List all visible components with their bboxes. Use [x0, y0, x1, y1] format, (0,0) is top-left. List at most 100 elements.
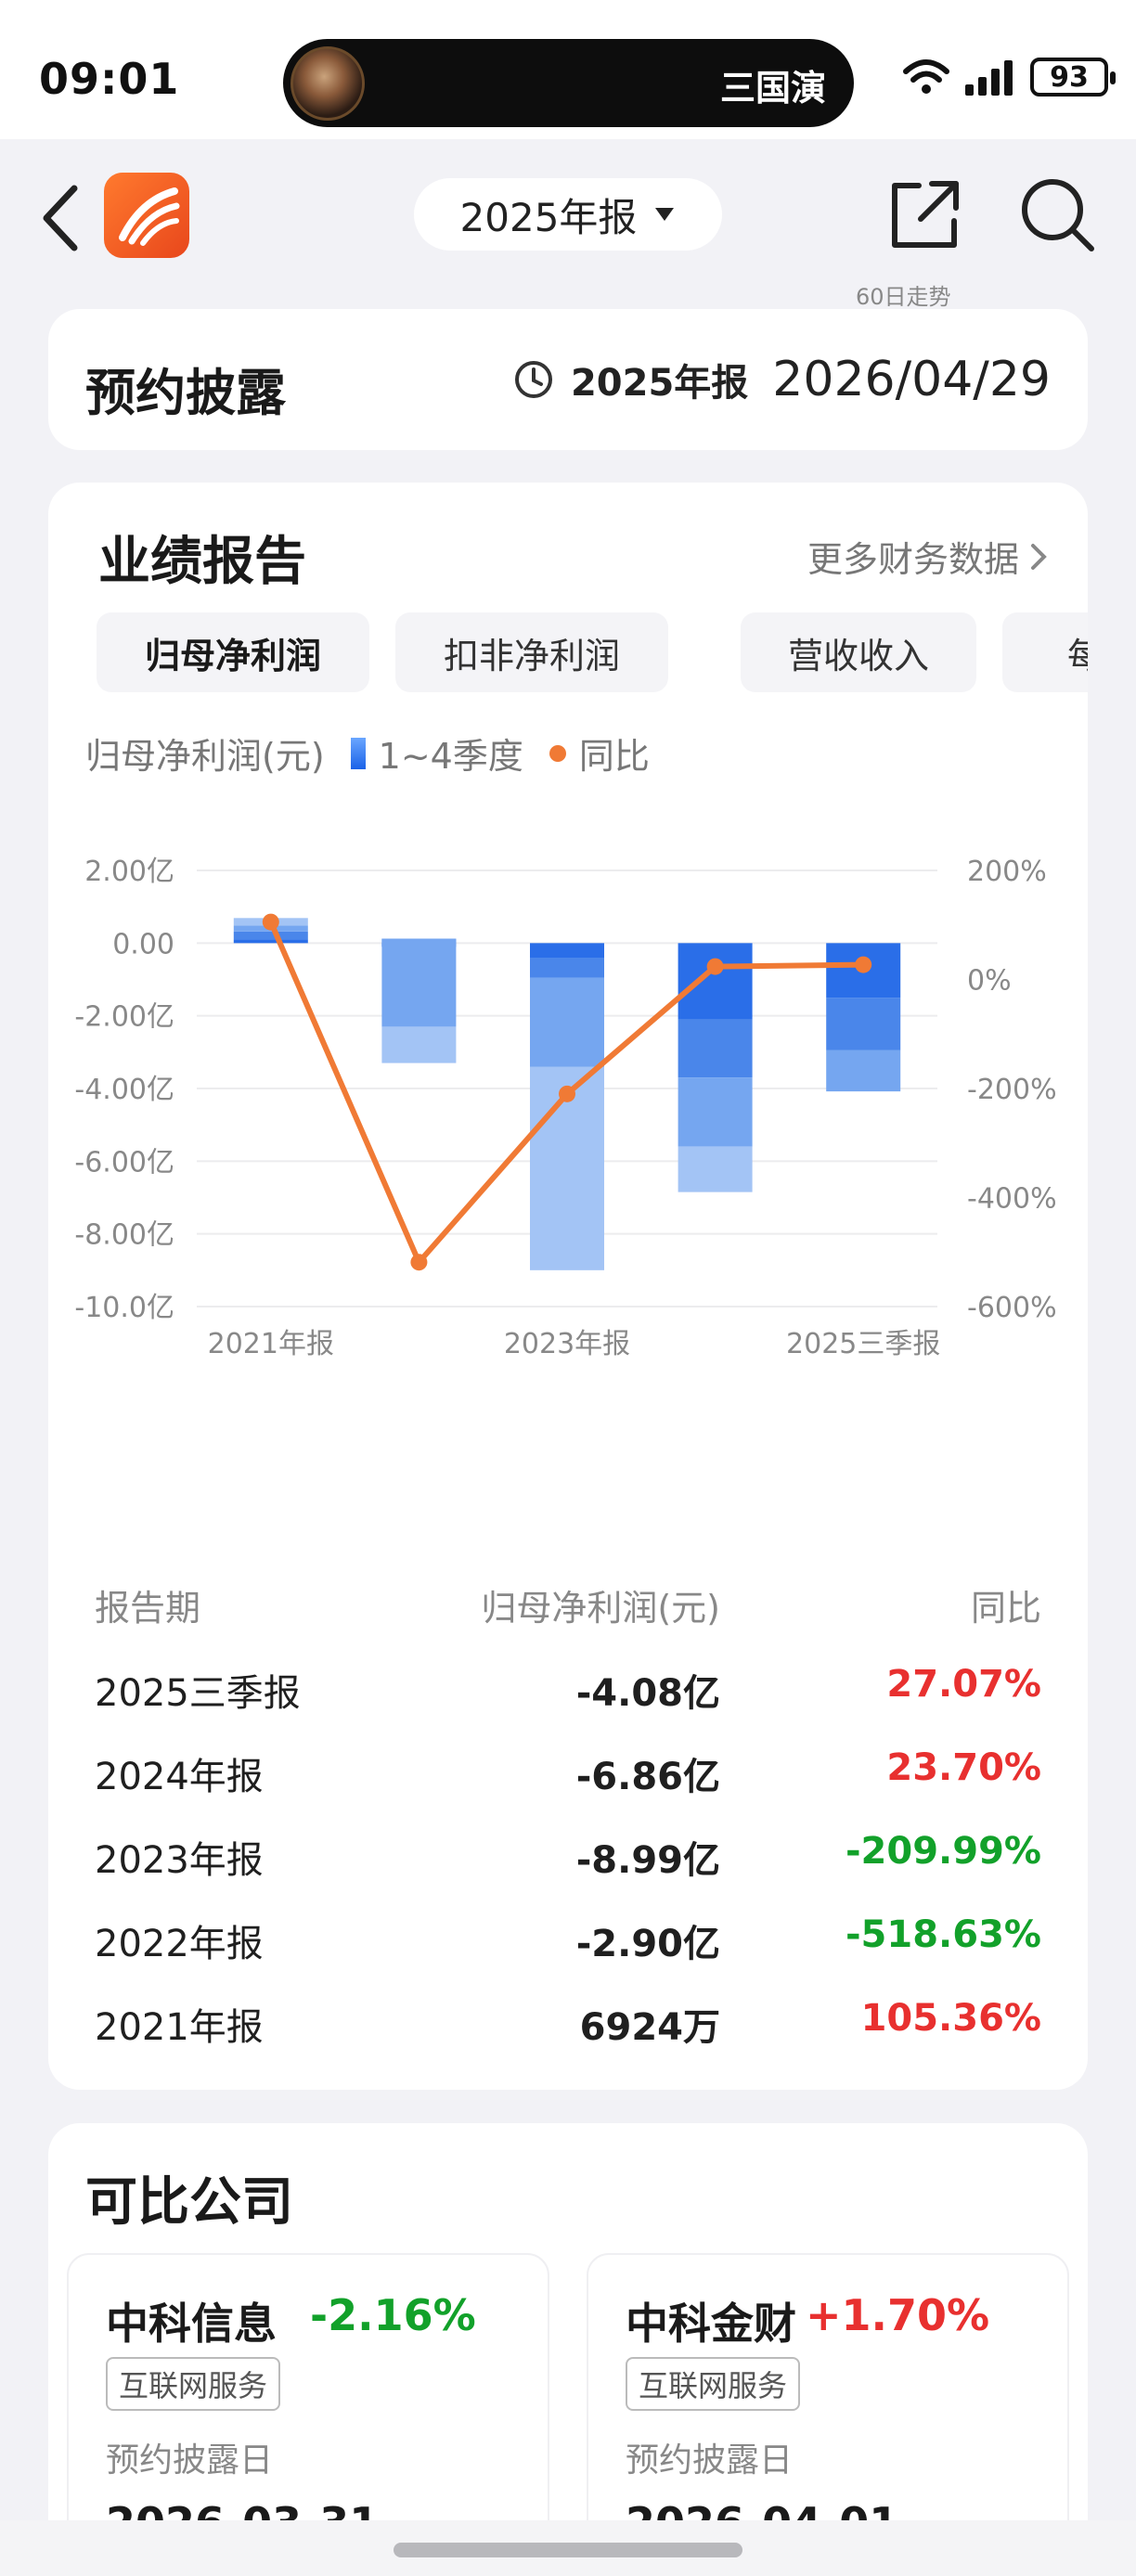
y-left-tick-label: 0.00: [112, 928, 174, 960]
bar-segment: [381, 938, 457, 1027]
company-change: -2.16%: [310, 2290, 476, 2340]
chevron-right-icon: [1031, 543, 1047, 570]
performance-card: 业绩报告 更多财务数据 归母净利润 扣非净利润 营收收入 每股收 归母净利润(元…: [48, 483, 1088, 2090]
comparable-companies-card: 可比公司 中科信息 -2.16% 互联网服务 预约披露日 2026-03-31 …: [48, 2123, 1088, 2576]
legend-line: 同比: [578, 736, 650, 777]
net-profit-chart: 2.00亿 0.00 -2.00亿 -4.00亿 -6.00亿 -8.00亿 -10.0亿 2…: [74, 856, 1057, 1360]
row-yoy: 23.70%: [886, 1746, 1041, 1789]
status-time: 09:01: [39, 54, 180, 104]
row-yoy: 27.07%: [886, 1663, 1041, 1706]
header-yoy: 同比: [970, 1588, 1041, 1629]
search-icon[interactable]: [1019, 176, 1095, 252]
bar-segment: [530, 977, 604, 1067]
tab-deducted-net-profit[interactable]: 扣非净利润: [395, 612, 668, 692]
yoy-point: [262, 913, 279, 931]
company-change: +1.70%: [806, 2290, 990, 2340]
row-yoy: 105.36%: [860, 1997, 1041, 2040]
yoy-point: [410, 1254, 428, 1271]
row-net-profit: -8.99亿: [575, 1839, 720, 1882]
bar-segment: [381, 1026, 457, 1063]
tab-eps[interactable]: 每股收: [1002, 612, 1088, 692]
back-icon[interactable]: [37, 181, 84, 255]
bar-segment: [826, 998, 901, 1050]
y-left-tick-label: 2.00亿: [84, 856, 174, 888]
y-left-tick-label: -10.0亿: [74, 1292, 174, 1324]
performance-title: 业绩报告: [98, 532, 306, 592]
period-selector[interactable]: 2025年报: [414, 178, 722, 251]
yoy-point: [706, 958, 724, 975]
y-left-tick-label: -6.00亿: [74, 1146, 174, 1179]
caret-down-icon: [655, 208, 675, 221]
row-period: 2024年报: [95, 1756, 264, 1798]
more-financial-data-label: 更多财务数据: [807, 539, 1019, 580]
legend-bar-swatch: [350, 737, 366, 769]
row-period: 2023年报: [95, 1839, 264, 1882]
row-period: 2021年报: [95, 2006, 264, 2049]
table-row[interactable]: 2022年报 -2.90亿 -518.63%: [48, 1902, 1088, 1977]
company-industry-tag: 互联网服务: [626, 2357, 801, 2411]
row-net-profit: -4.08亿: [575, 1672, 720, 1715]
row-net-profit: 6924万: [579, 2006, 720, 2049]
bar-segment: [678, 943, 753, 1020]
row-period: 2022年报: [95, 1923, 264, 1965]
bar-segment: [826, 1050, 901, 1092]
appointment-title: 预约披露: [85, 364, 286, 422]
signal-icon: [965, 60, 1013, 96]
appointment-period: 2025年报: [570, 362, 749, 405]
bar-segment: [233, 931, 308, 940]
wifi-icon: [903, 59, 949, 94]
table-row[interactable]: 2025三季报 -4.08亿 27.07%: [48, 1652, 1088, 1726]
status-bar: 09:01 三国演 93: [0, 0, 1136, 139]
more-financial-data-link[interactable]: 更多财务数据: [807, 531, 1047, 582]
table-row[interactable]: 2023年报 -8.99亿 -209.99%: [48, 1819, 1088, 1893]
row-net-profit: -6.86亿: [575, 1756, 720, 1798]
company-date-label: 预约披露日: [626, 2441, 794, 2479]
now-playing-artwork: [290, 46, 365, 121]
y-right-tick-label: 0%: [967, 965, 1012, 998]
table-row[interactable]: 2024年报 -6.86亿 23.70%: [48, 1735, 1088, 1810]
table-row[interactable]: 2021年报 6924万 105.36%: [48, 1986, 1088, 2060]
legend-line-swatch: [549, 744, 566, 762]
dynamic-island[interactable]: 三国演: [283, 39, 854, 127]
header-period: 报告期: [95, 1588, 201, 1629]
company-industry-tag: 互联网服务: [106, 2357, 281, 2411]
app-logo: [104, 173, 189, 258]
y-left-tick-label: -8.00亿: [74, 1219, 174, 1252]
x-tick-label: 2021年报: [208, 1328, 334, 1360]
period-selector-label: 2025年报: [459, 194, 638, 240]
now-playing-title: 三国演: [719, 68, 826, 109]
header-net-profit: 归母净利润(元): [481, 1588, 720, 1629]
company-name: 中科金财: [626, 2299, 796, 2349]
table-header: 报告期 归母净利润(元) 同比: [48, 1568, 1088, 1642]
nav-bar: 2025年报: [0, 139, 1136, 292]
row-period: 2025三季报: [95, 1672, 301, 1715]
company-date-label: 预约披露日: [106, 2441, 274, 2479]
row-yoy: -518.63%: [845, 1913, 1041, 1956]
bar-segment: [678, 1019, 753, 1078]
yoy-point: [855, 956, 872, 973]
y-left-tick-label: -2.00亿: [74, 1001, 174, 1034]
company-name: 中科信息: [106, 2299, 277, 2349]
bar-segment: [678, 1077, 753, 1147]
appointment-info: 2025年报 2026/04/29: [513, 352, 1051, 407]
tab-net-profit[interactable]: 归母净利润: [97, 612, 369, 692]
y-right-tick-label: -200%: [967, 1074, 1057, 1106]
tab-revenue[interactable]: 营收收入: [741, 612, 976, 692]
metric-tabs: 归母净利润 扣非净利润 营收收入 每股收: [97, 612, 1088, 692]
battery-icon: 93: [1030, 58, 1116, 97]
chart-legend: 归母净利润(元) 1~4季度 同比: [85, 728, 650, 779]
y-left-tick-label: -4.00亿: [74, 1074, 174, 1106]
legend-bars: 1~4季度: [378, 736, 523, 777]
trend-peek-label: 60日走势: [856, 284, 951, 310]
y-right-tick-label: 200%: [967, 856, 1047, 888]
share-icon[interactable]: [889, 178, 962, 251]
home-indicator[interactable]: [394, 2543, 742, 2557]
appointment-date: 2026/04/29: [772, 352, 1051, 407]
bar-segment: [530, 943, 604, 958]
appointment-card: 预约披露 2025年报 2026/04/29: [48, 309, 1088, 450]
yoy-point: [559, 1085, 575, 1102]
x-tick-label: 2023年报: [504, 1328, 630, 1360]
y-right-tick-label: -400%: [967, 1183, 1057, 1216]
row-net-profit: -2.90亿: [575, 1923, 720, 1965]
bar-segment: [233, 939, 308, 944]
